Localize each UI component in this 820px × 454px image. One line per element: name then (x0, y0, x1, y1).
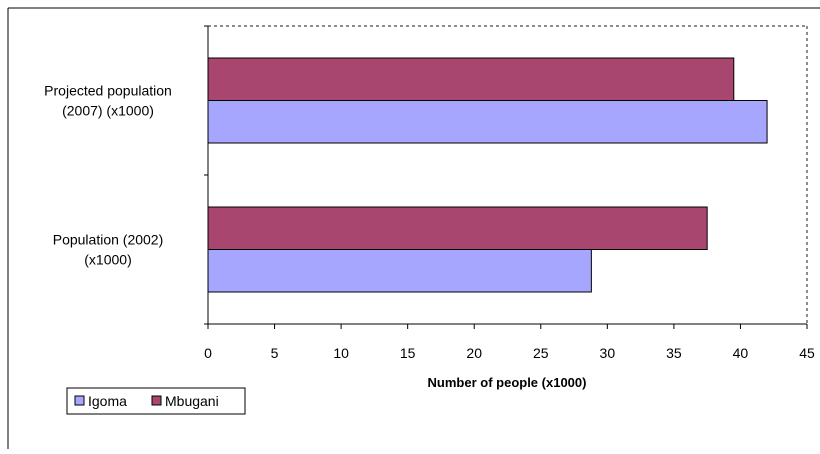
bar-igoma-1 (207, 249, 592, 293)
legend-swatch-igoma (74, 395, 85, 406)
x-tick-label: 15 (400, 345, 416, 361)
x-tick-label: 25 (533, 345, 549, 361)
legend-label-mbugani: Mbugani (165, 393, 219, 409)
y-ticks (204, 25, 208, 325)
x-tick-label: 35 (666, 345, 682, 361)
x-tick-label: 45 (799, 345, 815, 361)
category-label: Projected population (44, 83, 172, 99)
category-labels: Projected population (2007) (x1000) Popula… (44, 83, 172, 268)
x-tick-label: 0 (204, 345, 212, 361)
x-tick-label: 30 (600, 345, 616, 361)
category-label: (2007) (x1000) (62, 103, 154, 119)
legend-label-igoma: Igoma (88, 393, 127, 409)
legend-swatch-mbugani (151, 395, 162, 406)
x-tick-label: 20 (466, 345, 482, 361)
x-tick-label: 10 (333, 345, 349, 361)
bars-layer (207, 57, 768, 293)
bar-mbugani-1 (207, 206, 708, 250)
category-label: Population (2002) (53, 232, 164, 248)
x-tick-label: 40 (733, 345, 749, 361)
bar-igoma-0 (207, 100, 768, 144)
category-label: (x1000) (84, 252, 131, 268)
x-ticks: 0 5 10 15 20 25 30 35 40 45 (204, 324, 815, 361)
legend: Igoma Mbugani (66, 387, 246, 415)
x-tick-label: 5 (271, 345, 279, 361)
x-axis-title: Number of people (x1000) (428, 375, 587, 390)
bar-mbugani-0 (207, 57, 735, 101)
